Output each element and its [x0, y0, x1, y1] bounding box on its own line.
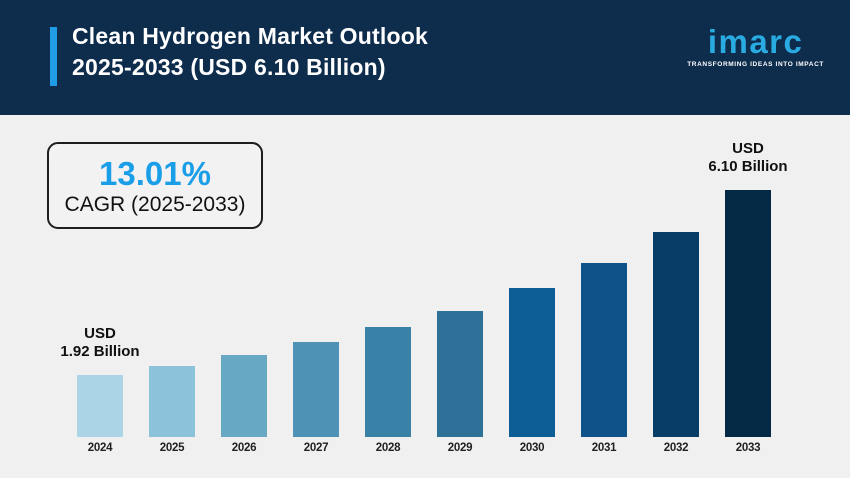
x-axis-label-2027: 2027: [303, 442, 329, 454]
x-axis-label-2030: 2030: [519, 442, 545, 454]
cagr-callout-box: 13.01% CAGR (2025-2033): [47, 142, 263, 229]
x-axis-label-2031: 2031: [591, 442, 617, 454]
bar-column-2025: 2025: [149, 366, 195, 454]
x-axis-label-2033: 2033: [735, 442, 761, 454]
bar-value-label-2033: USD 6.10 Billion: [708, 140, 788, 175]
page-title-line1: Clean Hydrogen Market Outlook: [72, 23, 428, 49]
bar-chart: USD 1.92 Billion 2024 2025 2026 2027 2028 2029 2…: [60, 140, 787, 454]
page-title-line2: 2025-2033 (USD 6.10 Billion): [72, 54, 386, 80]
chart-area: 13.01% CAGR (2025-2033) USD 1.92 Billion 2…: [0, 115, 850, 478]
imarc-logo-tagline: TRANSFORMING IDEAS INTO IMPACT: [687, 61, 824, 68]
x-axis-label-2028: 2028: [375, 442, 401, 454]
bar-column-2033: USD 6.10 Billion 2033: [708, 140, 787, 454]
x-axis-label-2024: 2024: [87, 442, 113, 454]
bar-column-2029: 2029: [437, 311, 483, 454]
imarc-logo-wordmark: imarc: [707, 23, 804, 60]
bar-column-2027: 2027: [293, 342, 339, 454]
bar-2032: [653, 232, 699, 437]
bar-2027: [293, 342, 339, 437]
title-accent-bar: [50, 27, 57, 86]
bar-column-2031: 2031: [581, 263, 627, 454]
cagr-label: CAGR (2025-2033): [64, 192, 246, 216]
bar-column-2032: 2032: [653, 232, 699, 454]
bar-column-2028: 2028: [365, 327, 411, 454]
bar-2024: [77, 375, 123, 437]
bar-2033: [725, 190, 771, 437]
page-title: Clean Hydrogen Market Outlook 2025-2033 …: [72, 21, 428, 83]
bar-2028: [365, 327, 411, 437]
bar-column-2030: 2030: [509, 288, 555, 454]
bar-column-2024: USD 1.92 Billion 2024: [60, 325, 139, 454]
imarc-logo: imarc TRANSFORMING IDEAS INTO IMPACT: [687, 23, 824, 68]
x-axis-label-2029: 2029: [447, 442, 473, 454]
bar-2025: [149, 366, 195, 437]
cagr-value: 13.01%: [99, 154, 211, 192]
bar-2029: [437, 311, 483, 437]
bar-value-label-2024: USD 1.92 Billion: [60, 325, 140, 360]
x-axis-label-2026: 2026: [231, 442, 257, 454]
bar-2026: [221, 355, 267, 437]
x-axis-label-2032: 2032: [663, 442, 689, 454]
header-banner: Clean Hydrogen Market Outlook 2025-2033 …: [0, 0, 850, 115]
x-axis-label-2025: 2025: [159, 442, 185, 454]
bar-column-2026: 2026: [221, 355, 267, 454]
bar-2030: [509, 288, 555, 437]
bar-2031: [581, 263, 627, 437]
